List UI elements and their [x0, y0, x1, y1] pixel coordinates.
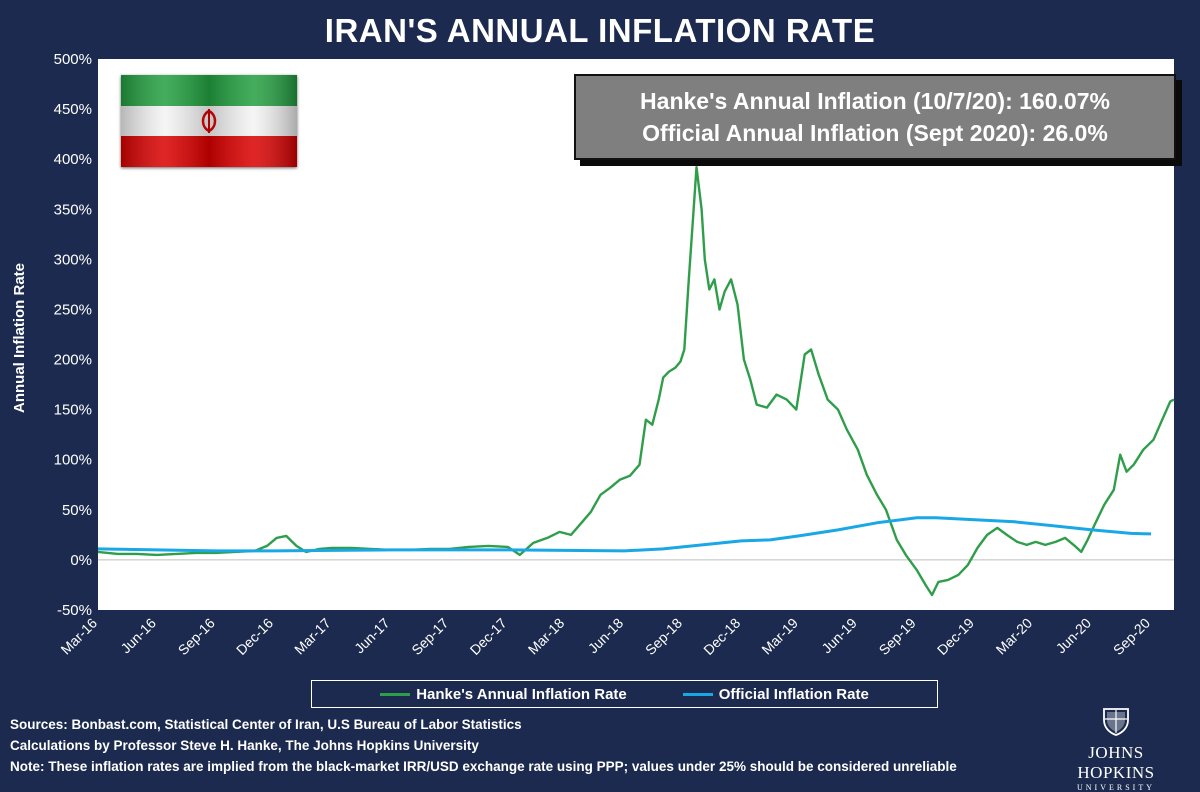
y-tick-label: 0% — [70, 552, 92, 569]
hanke-inflation-summary: Hanke's Annual Inflation (10/7/20): 160.… — [640, 88, 1110, 114]
x-tick-label: Mar-18 — [525, 615, 568, 658]
y-tick-label: -50% — [57, 602, 92, 619]
x-tick-label: Mar-19 — [758, 615, 801, 658]
y-axis-label: Annual Inflation Rate — [11, 263, 28, 413]
page-title: IRAN'S ANNUAL INFLATION RATE — [324, 12, 876, 49]
x-tick-label: Sep-16 — [175, 615, 218, 658]
iran-flag-icon — [121, 75, 297, 167]
x-tick-label: Jun-18 — [585, 615, 627, 657]
jhu-name: JOHNS HOPKINS — [1077, 743, 1155, 782]
jhu-logo: JOHNS HOPKINS UNIVERSITY — [1050, 706, 1182, 792]
jhu-subtitle: UNIVERSITY — [1077, 783, 1155, 792]
chart-legend: Hanke's Annual Inflation Rate Official I… — [311, 680, 938, 708]
y-tick-label: 100% — [54, 452, 92, 469]
legend-item-official: Official Inflation Rate — [682, 685, 869, 703]
y-tick-label: 200% — [54, 352, 92, 369]
x-tick-label: Mar-17 — [291, 615, 334, 658]
x-tick-label: Dec-19 — [934, 615, 977, 658]
x-tick-label: Dec-18 — [700, 615, 743, 658]
y-tick-label: 50% — [62, 502, 92, 519]
official-inflation-summary: Official Annual Inflation (Sept 2020): 2… — [642, 120, 1108, 146]
x-tick-label: Jun-19 — [818, 615, 860, 657]
chart-footer: Sources: Bonbast.com, Statistical Center… — [10, 714, 957, 777]
x-tick-label: Sep-17 — [408, 615, 451, 658]
legend-label-official: Official Inflation Rate — [718, 685, 869, 703]
y-tick-label: 350% — [54, 201, 92, 218]
legend-swatch-official — [682, 692, 713, 696]
jhu-shield-icon — [1103, 708, 1129, 736]
x-tick-label: Mar-16 — [57, 615, 100, 658]
x-tick-label: Dec-16 — [233, 615, 276, 658]
y-tick-label: 400% — [54, 151, 92, 168]
x-tick-label: Sep-19 — [876, 615, 919, 658]
x-tick-label: Jun-17 — [351, 615, 393, 657]
legend-label-hanke: Hanke's Annual Inflation Rate — [416, 685, 627, 703]
y-tick-label: 250% — [54, 301, 92, 318]
calculations-text: Calculations by Professor Steve H. Hanke… — [10, 738, 479, 753]
x-tick-label: Jun-16 — [117, 615, 159, 657]
y-tick-label: 300% — [54, 251, 92, 268]
x-tick-label: Jun-20 — [1053, 615, 1095, 657]
x-tick-label: Sep-18 — [642, 615, 685, 658]
x-tick-label: Mar-20 — [993, 615, 1036, 658]
legend-item-hanke: Hanke's Annual Inflation Rate — [380, 686, 627, 703]
legend-swatch-hanke — [380, 692, 411, 696]
note-text: Note: These inflation rates are implied … — [10, 759, 957, 774]
official-series-line — [97, 516, 1152, 553]
y-tick-label: 150% — [54, 402, 92, 419]
inflation-summary-box: Hanke's Annual Inflation (10/7/20): 160.… — [574, 74, 1176, 160]
x-tick-label: Dec-17 — [467, 615, 510, 658]
y-tick-label: 500% — [54, 51, 92, 68]
sources-text: Sources: Bonbast.com, Statistical Center… — [10, 717, 522, 732]
x-tick-label: Sep-20 — [1110, 615, 1153, 658]
y-tick-label: 450% — [54, 101, 92, 118]
